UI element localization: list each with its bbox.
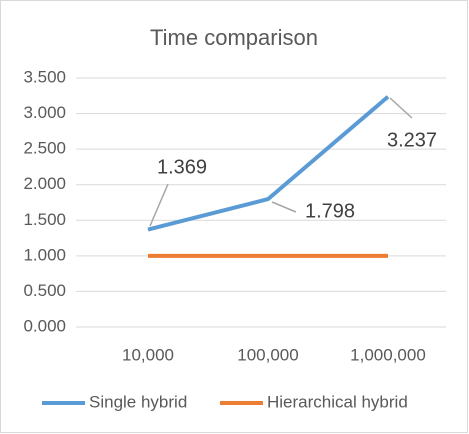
x-tick-label: 100,000: [237, 345, 298, 364]
leader-line: [149, 183, 169, 227]
y-tick-label: 1.500: [23, 210, 66, 229]
data-label: 3.237: [387, 129, 437, 151]
data-label: 1.798: [305, 200, 355, 222]
y-tick-label: 0.500: [23, 281, 66, 300]
y-tick-label: 0.000: [23, 316, 66, 335]
y-tick-label: 2.500: [23, 139, 66, 158]
chart-title: Time comparison: [150, 25, 318, 50]
y-tick-label: 1.000: [23, 245, 66, 264]
x-tick-label: 1,000,000: [350, 345, 426, 364]
leader-line: [271, 201, 297, 213]
y-tick-label: 2.000: [23, 174, 66, 193]
leader-line: [389, 97, 413, 119]
data-label: 1.369: [157, 156, 207, 178]
series-line: [147, 95, 390, 232]
y-tick-label: 3.500: [23, 67, 66, 86]
legend-label: Single hybrid: [89, 392, 187, 411]
y-tick-label: 3.000: [23, 103, 66, 122]
x-tick-label: 10,000: [122, 345, 174, 364]
legend-label: Hierarchical hybrid: [267, 392, 408, 411]
